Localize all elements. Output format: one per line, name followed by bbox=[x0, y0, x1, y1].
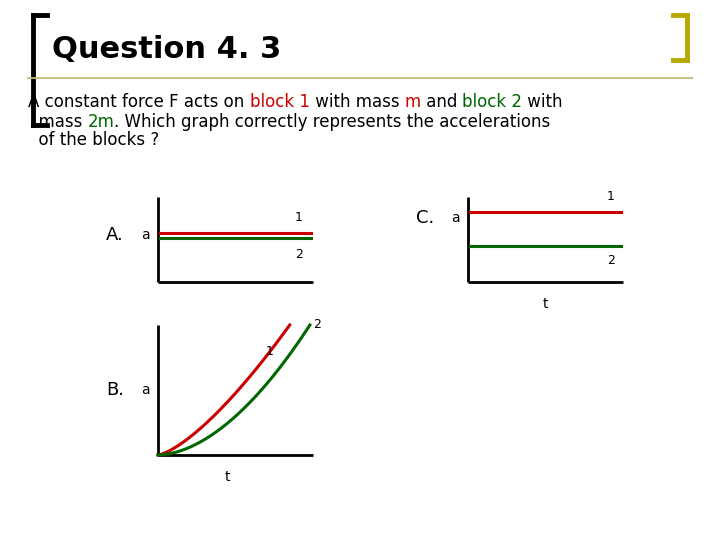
Text: 1: 1 bbox=[607, 190, 615, 203]
Text: a: a bbox=[451, 211, 460, 225]
Text: A constant force F acts on: A constant force F acts on bbox=[28, 93, 250, 111]
Text: with mass: with mass bbox=[310, 93, 405, 111]
Text: Question 4. 3: Question 4. 3 bbox=[52, 36, 282, 64]
Text: B.: B. bbox=[106, 381, 124, 399]
Text: of the blocks ?: of the blocks ? bbox=[28, 131, 159, 149]
Text: . Which graph correctly represents the accelerations: . Which graph correctly represents the a… bbox=[114, 113, 551, 131]
Text: block 2: block 2 bbox=[462, 93, 522, 111]
Text: A.: A. bbox=[106, 226, 124, 244]
Text: block 1: block 1 bbox=[250, 93, 310, 111]
Text: C.: C. bbox=[416, 209, 434, 227]
Text: m: m bbox=[405, 93, 420, 111]
Text: t: t bbox=[543, 297, 548, 311]
Text: 2m: 2m bbox=[88, 113, 114, 131]
Text: 1: 1 bbox=[266, 345, 274, 358]
Text: with: with bbox=[522, 93, 563, 111]
Text: t: t bbox=[225, 470, 230, 484]
Text: 2: 2 bbox=[607, 254, 615, 267]
Text: 2: 2 bbox=[295, 248, 303, 261]
Text: a: a bbox=[141, 383, 150, 397]
Text: and: and bbox=[420, 93, 462, 111]
Text: mass: mass bbox=[28, 113, 88, 131]
Text: 2: 2 bbox=[313, 319, 321, 332]
Text: a: a bbox=[141, 228, 150, 242]
Text: 1: 1 bbox=[295, 211, 303, 224]
